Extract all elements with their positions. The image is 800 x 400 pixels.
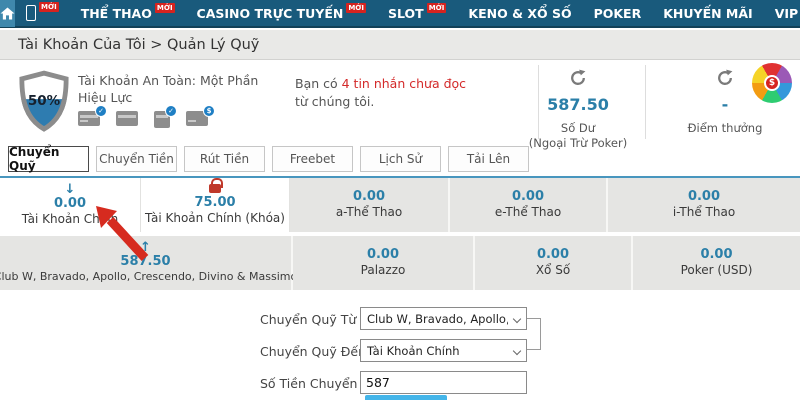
tab-chuyen-tien[interactable]: Chuyển Tiền [96,146,177,172]
chevron-down-icon [512,314,522,324]
account-cell-palazzo[interactable]: 0.00 Palazzo [293,236,475,290]
balance-block: 587.50 Số Dư (Ngoại Trừ Poker) [508,61,648,150]
points-label: Điểm thưởng [687,121,763,135]
from-label: Chuyển Quỹ Từ [260,312,357,327]
tab-underline [0,176,800,178]
account-cell-e-sports[interactable]: 0.00 e-Thể Thao [450,178,608,232]
security-status-label: Tài Khoản An Toàn: Một Phần Hiệu Lực [78,73,259,105]
unread-messages-link[interactable]: 4 tin nhắn chưa đọc [341,76,467,91]
unread-messages-notice: Bạn có 4 tin nhắn chưa đọc từ chúng tôi. [295,76,467,109]
account-summary-panel: 50% Tài Khoản An Toàn: Một Phần Hiệu Lực… [0,61,800,150]
new-badge: MỚI [154,2,175,13]
account-cell-a-sports[interactable]: 0.00 a-Thể Thao [290,178,450,232]
top-navbar: MỚI THỂ THAO MỚI CASINO TRỰC TUYẾN MỚI SLO… [0,0,800,28]
amount-label: Số Tiền Chuyển [260,376,358,391]
transfer-from-select[interactable]: Club W, Bravado, Apollo, Crescendo, Divi… [360,307,527,330]
transfer-form: Chuyển Quỹ Từ Club W, Bravado, Apollo, C… [0,300,800,400]
section-tabs: Chuyển Quỹ Chuyển Tiền Rút Tiền Freebet … [8,145,529,173]
tab-chuyen-quy[interactable]: Chuyển Quỹ [8,145,89,173]
breadcrumb[interactable]: Tài Khoản Của Tôi > Quản Lý Quỹ [0,30,800,60]
divider [538,65,539,139]
account-cell-poker-usd[interactable]: 0.00 Poker (USD) [633,236,800,290]
lock-icon [209,177,223,193]
nav-item-casino[interactable]: CASINO TRỰC TUYẾN MỚI [196,2,367,21]
refresh-points-icon[interactable] [716,69,734,87]
tab-tai-len[interactable]: Tải Lên [448,146,529,172]
accounts-row-2: ↑ 587.50 Club W, Bravado, Apollo, Cresce… [0,236,800,290]
verification-icons: ✓ ✓ $ [78,105,215,128]
account-cell-main-locked[interactable]: 75.00 Tài Khoản Chính (Khóa) [141,177,290,232]
nav-item-slot[interactable]: SLOT MỚI [388,2,447,21]
home-icon [0,6,15,20]
divider [645,65,646,139]
security-percent: 50% [28,93,61,109]
submit-transfer-button[interactable] [365,395,447,400]
new-badge: MỚI [346,2,367,13]
account-cell-clubw-group[interactable]: ↑ 587.50 Club W, Bravado, Apollo, Cresce… [0,236,297,290]
transfer-amount-input[interactable] [360,371,527,394]
home-button[interactable] [0,0,15,27]
tab-freebet[interactable]: Freebet [272,146,353,172]
nav-item-poker[interactable]: POKER [593,5,642,21]
balance-label: Số Dư (Ngoại Trừ Poker) [528,121,628,150]
nav-item-khuyen-mai[interactable]: KHUYẾN MÃI [663,5,753,21]
refresh-balance-icon[interactable] [569,69,587,87]
points-value: - [721,95,729,114]
transfer-out-arrow-icon: ↑ [140,240,151,256]
points-block: - Điểm thưởng [655,61,795,145]
transfer-in-arrow-icon: ↓ [64,181,76,197]
mail-dollar-icon[interactable]: $ [186,105,215,126]
new-badge: MỚI [39,2,59,12]
swap-bracket [527,318,541,350]
tab-lich-su[interactable]: Lịch Sử [360,146,441,172]
chevron-down-icon [512,346,522,356]
nav-item-vip[interactable]: VIP [774,5,799,21]
prize-wheel-icon[interactable]: $ [752,63,792,103]
balance-value: 587.50 [547,95,609,114]
tab-rut-tien[interactable]: Rút Tiền [184,146,265,172]
transfer-to-select[interactable]: Tài Khoản Chính [360,339,527,362]
id-verified-icon[interactable]: ✓ [78,105,107,126]
nav-item-mobile[interactable]: MỚI [15,2,70,21]
phone-icon [26,5,36,21]
nav-item-keno[interactable]: KENO & XỔ SỐ [468,5,572,21]
phone-verified-icon[interactable]: ✓ [154,105,177,128]
bank-card-icon[interactable] [116,111,138,126]
to-label: Chuyển Quỹ Đến [260,344,366,359]
accounts-row-1: ↓ 0.00 Tài Khoản Chính 75.00 Tài Khoản C… [0,177,800,232]
new-badge: MỚI [426,2,447,13]
account-cell-i-sports[interactable]: 0.00 i-Thể Thao [608,178,800,232]
account-cell-main[interactable]: ↓ 0.00 Tài Khoản Chính [0,178,141,232]
nav-item-the-thao[interactable]: THỂ THAO MỚI [80,2,175,21]
security-shield-icon: 50% [19,70,69,132]
account-cell-xo-so[interactable]: 0.00 Xổ Số [475,236,633,290]
